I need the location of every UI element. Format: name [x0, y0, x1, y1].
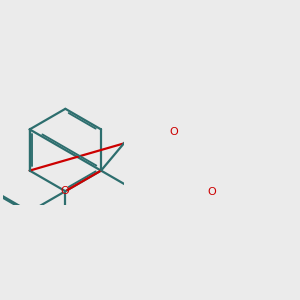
- Text: O: O: [169, 127, 178, 137]
- Text: O: O: [61, 187, 69, 196]
- Text: O: O: [207, 187, 216, 197]
